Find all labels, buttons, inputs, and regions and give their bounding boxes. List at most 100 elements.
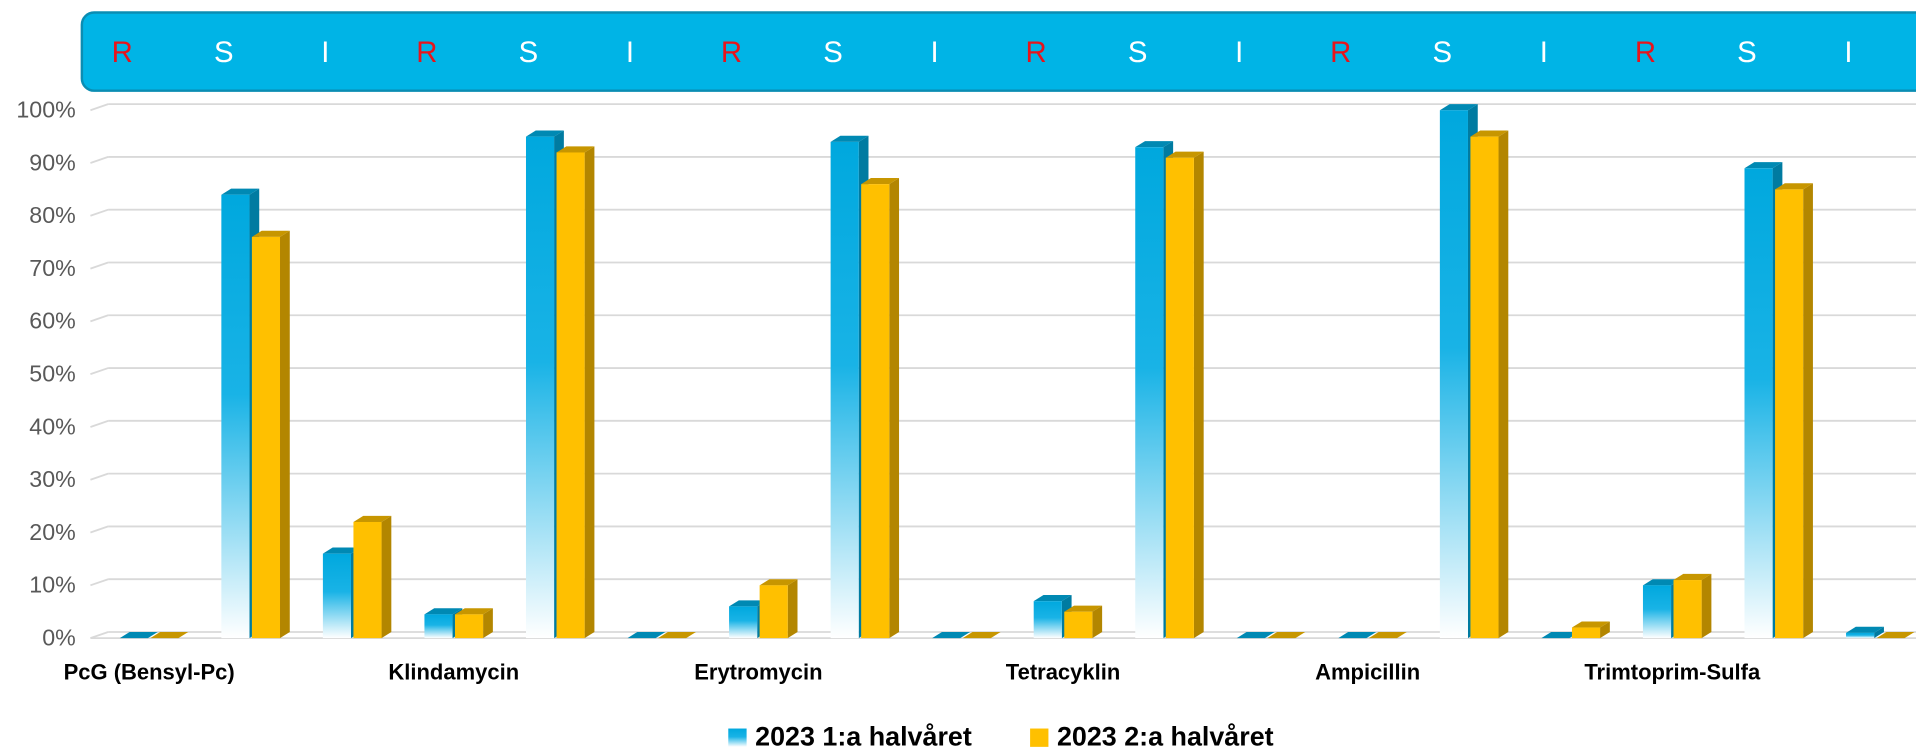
y-tick-label: 10% [29, 572, 75, 598]
bar [1439, 110, 1468, 639]
bar-top [353, 515, 392, 522]
bar-side [1498, 130, 1509, 639]
category-label: R [1026, 36, 1047, 69]
group-label: Erytromycin [694, 659, 822, 684]
bar-top [1470, 130, 1509, 137]
y-tick-label: 50% [29, 361, 75, 387]
bar [759, 585, 788, 639]
bar [525, 136, 555, 639]
bar-side [280, 230, 290, 639]
y-tick-label: 70% [29, 255, 75, 281]
bar [353, 521, 382, 639]
category-label: R [1330, 36, 1351, 69]
bar-side [1701, 573, 1712, 639]
bar-top [729, 600, 767, 607]
bar-top [1135, 141, 1174, 148]
bar-side [584, 146, 595, 639]
bar-top [119, 631, 158, 639]
bar-top [454, 608, 493, 615]
bar-top [1571, 621, 1610, 628]
group-label: Ampicillin [1315, 659, 1420, 684]
bar [424, 614, 453, 639]
grid-depth [90, 525, 109, 534]
bar-top [251, 230, 290, 237]
legend-label: 2023 1:a halvåret [755, 721, 972, 751]
bar-top [556, 146, 595, 153]
bar-top [1368, 631, 1407, 639]
bar [1775, 189, 1804, 639]
group-label: PcG (Bensyl-Pc) [64, 659, 235, 684]
bar-top [221, 188, 260, 195]
bar [1571, 627, 1601, 639]
bar [322, 553, 352, 639]
legend-swatch [1030, 728, 1049, 747]
bar [729, 606, 758, 639]
bar [556, 152, 585, 639]
bar [1064, 611, 1093, 639]
y-tick-label: 20% [29, 519, 75, 545]
group-label: Klindamycin [388, 659, 519, 684]
bar [1642, 585, 1672, 639]
bar-top [525, 130, 564, 137]
bar [1165, 157, 1194, 639]
legend-label: 2023 2:a halvåret [1057, 721, 1274, 751]
bar [454, 614, 484, 639]
bar-side [483, 608, 493, 639]
category-label: S [823, 36, 843, 69]
bar-side [1092, 605, 1103, 639]
bar [830, 141, 859, 639]
bar-top [150, 631, 189, 639]
bar [861, 184, 890, 639]
bar-top [830, 135, 869, 142]
bar-top [322, 547, 361, 554]
category-label: I [1235, 36, 1243, 69]
bar-top [759, 579, 798, 586]
category-label: R [721, 36, 742, 69]
bar-top [1338, 631, 1377, 639]
grid-depth [90, 156, 109, 164]
bar [1470, 136, 1499, 639]
group-label: Trimtoprim-Sulfa [1584, 659, 1761, 684]
grid-depth [90, 472, 109, 481]
grid-depth [90, 103, 109, 112]
bar-side [1600, 621, 1610, 639]
bar-top [1064, 605, 1103, 612]
bar [1135, 147, 1164, 639]
bar-top [861, 178, 900, 185]
bar-side [787, 579, 798, 639]
category-label: R [112, 36, 133, 69]
grid-depth [90, 367, 109, 376]
category-label: R [416, 36, 437, 69]
bar-top [932, 631, 971, 639]
category-label: R [1635, 36, 1656, 69]
bar-top [1236, 631, 1275, 639]
bar-top [962, 631, 1001, 639]
grid-depth [90, 261, 109, 270]
y-tick-label: 90% [29, 149, 75, 175]
bar-top [658, 631, 696, 639]
grid-depth [90, 208, 109, 217]
grid-depth [90, 314, 109, 323]
category-label: I [626, 36, 634, 69]
group-label: Tetracyklin [1006, 659, 1120, 684]
bar-top [1744, 162, 1783, 169]
bar-top [1673, 573, 1712, 581]
bar-top [1642, 579, 1681, 586]
bar-side [1803, 183, 1813, 639]
bar [1846, 632, 1875, 639]
grid-depth [90, 419, 109, 428]
category-label: I [1844, 36, 1852, 69]
bar-top [1165, 151, 1204, 158]
bar-top [1846, 626, 1884, 633]
grid-depth [90, 631, 109, 639]
legend-swatch [728, 728, 747, 747]
bar-top [1267, 631, 1306, 639]
category-label: S [1737, 36, 1757, 69]
category-banner [80, 11, 1916, 92]
bar-top [1439, 104, 1478, 111]
category-label: I [931, 36, 939, 69]
y-tick-label: 100% [16, 97, 75, 123]
bar [251, 236, 281, 639]
category-label: S [1433, 36, 1453, 69]
